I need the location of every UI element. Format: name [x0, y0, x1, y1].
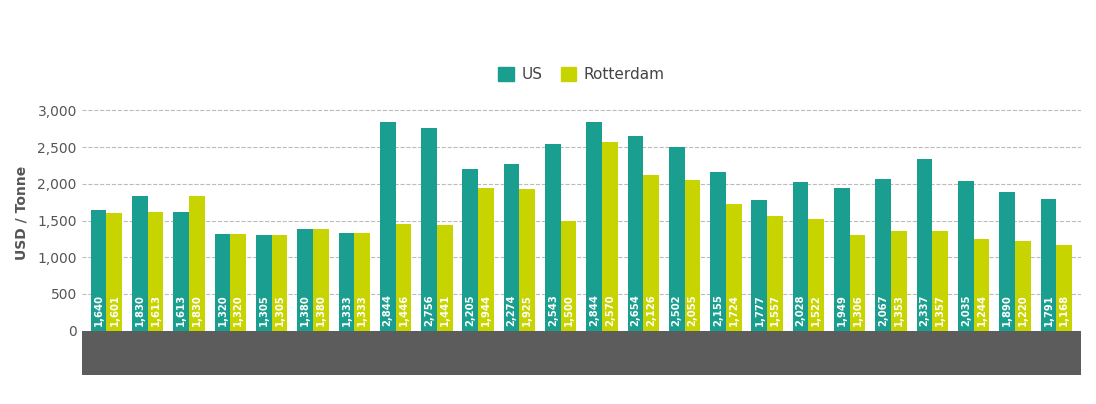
- Bar: [1040, 199, 1057, 330]
- Text: 1,380: 1,380: [300, 294, 310, 326]
- Y-axis label: USD / Tonne: USD / Tonne: [15, 166, 28, 260]
- Text: 1,640: 1,640: [93, 294, 104, 326]
- Bar: [586, 122, 602, 330]
- Bar: [173, 212, 189, 330]
- Bar: [380, 122, 396, 330]
- Bar: [215, 234, 230, 330]
- Text: 1,925: 1,925: [523, 294, 533, 326]
- Text: 2,502: 2,502: [672, 294, 682, 326]
- Text: 1,791: 1,791: [1043, 294, 1053, 326]
- Text: 2,028: 2,028: [796, 294, 806, 326]
- Text: 2,067: 2,067: [878, 294, 888, 326]
- Bar: [256, 235, 272, 330]
- Bar: [189, 196, 205, 330]
- Bar: [91, 210, 106, 330]
- Text: 1,830: 1,830: [135, 294, 145, 326]
- Bar: [561, 221, 576, 330]
- Bar: [643, 175, 659, 330]
- Bar: [973, 239, 990, 330]
- Text: 1,613: 1,613: [150, 294, 161, 326]
- Bar: [463, 169, 478, 330]
- Text: 1,830: 1,830: [192, 294, 202, 326]
- Bar: [1000, 192, 1015, 330]
- Bar: [396, 225, 411, 330]
- Text: 2,844: 2,844: [590, 294, 600, 326]
- Legend: US, Rotterdam: US, Rotterdam: [492, 61, 671, 88]
- Text: 1,357: 1,357: [935, 294, 945, 326]
- Text: 2,155: 2,155: [713, 294, 723, 326]
- Text: 1,890: 1,890: [1002, 294, 1012, 326]
- Bar: [792, 182, 809, 330]
- Bar: [313, 229, 329, 330]
- Text: 1,557: 1,557: [770, 294, 780, 326]
- Bar: [545, 144, 561, 330]
- Text: 1,441: 1,441: [439, 293, 449, 326]
- Bar: [520, 189, 535, 330]
- Bar: [834, 187, 849, 330]
- Bar: [148, 212, 163, 330]
- Bar: [272, 235, 287, 330]
- Text: 1,601: 1,601: [110, 294, 119, 326]
- Text: 1,305: 1,305: [274, 294, 285, 326]
- Bar: [437, 225, 453, 330]
- Bar: [230, 234, 246, 330]
- Text: 1,306: 1,306: [853, 294, 863, 326]
- Text: 1,777: 1,777: [754, 294, 764, 326]
- Bar: [1057, 245, 1072, 330]
- Bar: [339, 233, 354, 330]
- Text: 1,500: 1,500: [563, 294, 573, 326]
- Text: 2,274: 2,274: [506, 294, 516, 326]
- Bar: [478, 188, 494, 330]
- Bar: [752, 200, 767, 330]
- Bar: [504, 164, 520, 330]
- Text: 1,320: 1,320: [217, 294, 228, 326]
- Text: 1,944: 1,944: [481, 293, 491, 326]
- Text: 1,168: 1,168: [1059, 293, 1069, 326]
- Text: 1,446: 1,446: [398, 293, 409, 326]
- Text: 1,305: 1,305: [259, 294, 269, 326]
- Text: 2,570: 2,570: [605, 294, 615, 326]
- Bar: [421, 128, 437, 330]
- Text: 1,244: 1,244: [977, 293, 986, 326]
- Text: 2,543: 2,543: [548, 294, 558, 326]
- Text: 1,380: 1,380: [316, 294, 326, 326]
- Text: 1,613: 1,613: [176, 294, 186, 326]
- Bar: [133, 196, 148, 330]
- Text: 2,337: 2,337: [920, 294, 929, 326]
- Bar: [809, 219, 824, 330]
- Text: 2,035: 2,035: [961, 294, 971, 326]
- Text: 1,333: 1,333: [341, 294, 352, 326]
- Bar: [1015, 241, 1030, 330]
- Bar: [891, 231, 906, 330]
- Text: 1,353: 1,353: [894, 294, 904, 326]
- Bar: [933, 231, 948, 330]
- Text: 1,522: 1,522: [811, 294, 821, 326]
- Bar: [876, 179, 891, 330]
- Text: 2,205: 2,205: [466, 294, 476, 326]
- Text: 2,126: 2,126: [647, 294, 657, 326]
- Bar: [602, 142, 618, 330]
- Bar: [354, 233, 370, 330]
- Bar: [726, 204, 742, 330]
- Bar: [106, 213, 122, 330]
- Bar: [628, 136, 643, 330]
- Text: 1,333: 1,333: [357, 294, 367, 326]
- Bar: [710, 173, 726, 330]
- Bar: [82, 330, 1081, 375]
- Bar: [958, 181, 973, 330]
- Text: 1,949: 1,949: [837, 294, 847, 326]
- Text: 2,844: 2,844: [383, 294, 392, 326]
- Text: 1,724: 1,724: [729, 294, 739, 326]
- Text: 2,055: 2,055: [687, 294, 697, 326]
- Text: 2,756: 2,756: [424, 294, 434, 326]
- Bar: [297, 229, 313, 330]
- Bar: [849, 235, 866, 330]
- Text: 1,320: 1,320: [233, 294, 243, 326]
- Bar: [767, 216, 783, 330]
- Bar: [685, 180, 700, 330]
- Bar: [916, 159, 933, 330]
- Text: 2,654: 2,654: [630, 294, 640, 326]
- Bar: [669, 147, 685, 330]
- Text: 1,220: 1,220: [1018, 294, 1028, 326]
